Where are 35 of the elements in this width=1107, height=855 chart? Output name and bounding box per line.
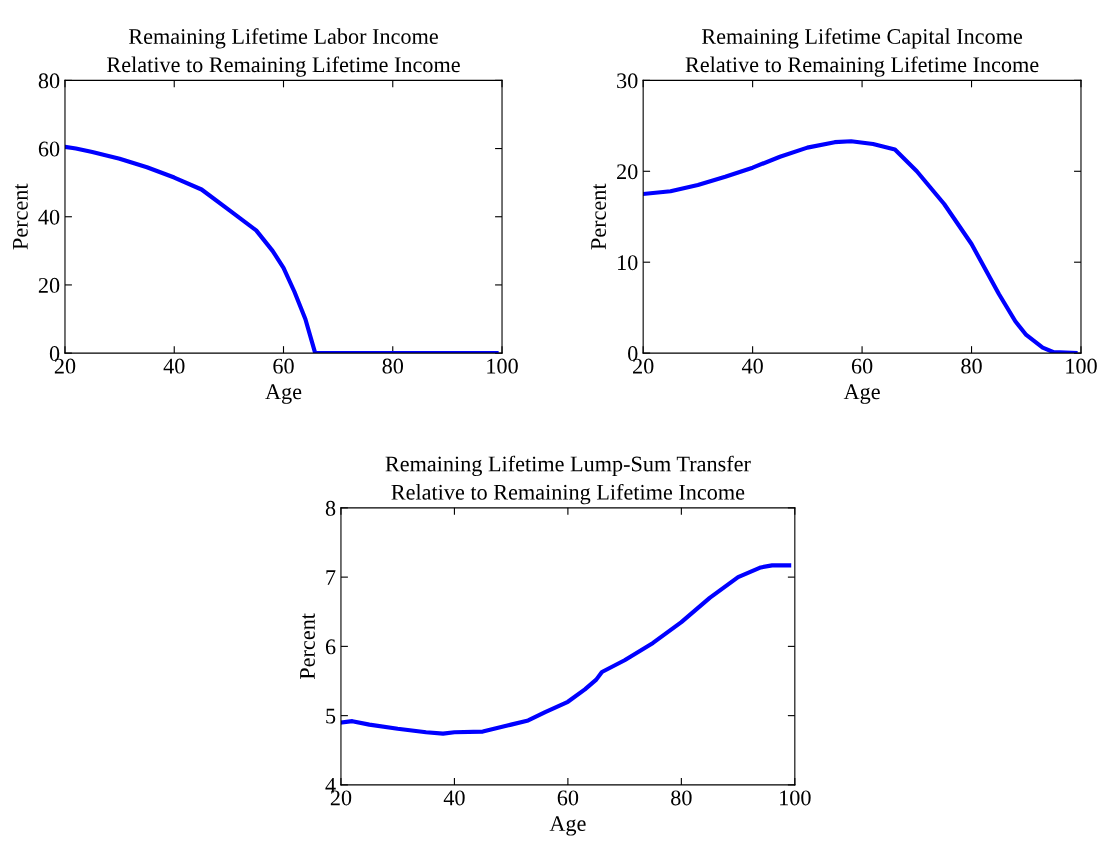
y-axis-title: Percent (300, 613, 315, 680)
y-axis-title: Percent (591, 183, 607, 250)
x-tick-label: 80 (382, 358, 404, 374)
y-tick-label: 5 (326, 708, 336, 724)
y-tick-label: 30 (617, 73, 638, 89)
y-axis-title: Percent (13, 183, 28, 250)
y-tick-label: 8 (325, 500, 336, 516)
x-tick-label: 80 (961, 358, 982, 374)
y-tick-label: 7 (326, 570, 336, 585)
y-tick-label: 10 (618, 255, 638, 271)
y-tick-label: 60 (38, 141, 60, 157)
chart-title: Remaining Lifetime Labor Income Relative to Remaining Lifetime Income (107, 28, 460, 77)
x-tick-label: 60 (851, 358, 873, 374)
y-tick-label: 20 (617, 164, 638, 180)
line-series (643, 139, 1078, 354)
y-tick-label: 40 (38, 209, 60, 225)
y-tick-label: 20 (38, 277, 60, 293)
x-tick-label: 60 (273, 358, 294, 374)
y-tick-label: 6 (325, 639, 336, 655)
chart-title: Remaining Lifetime Lump-Sum Transfer Relative to Remaining Lifetime Income (385, 455, 751, 505)
x-tick-label: 40 (163, 358, 185, 374)
x-tick-label: 40 (443, 790, 465, 806)
x-tick-label: 60 (557, 790, 579, 806)
line-series (64, 144, 499, 354)
x-tick-label: 40 (741, 358, 763, 374)
x-tick-label: 80 (671, 790, 692, 806)
x-axis-title: Age (549, 816, 586, 836)
chart-title: Remaining Lifetime Capital Income Relative to Remaining Lifetime Income (685, 28, 1039, 77)
y-tick-label: 80 (38, 73, 60, 89)
x-axis-title: Age (265, 384, 302, 404)
line-series (340, 563, 792, 736)
x-tick-label: 100 (1066, 358, 1097, 374)
x-tick-label: 100 (780, 790, 811, 806)
x-axis-title: Age (843, 384, 880, 404)
x-tick-label: 100 (487, 358, 518, 374)
